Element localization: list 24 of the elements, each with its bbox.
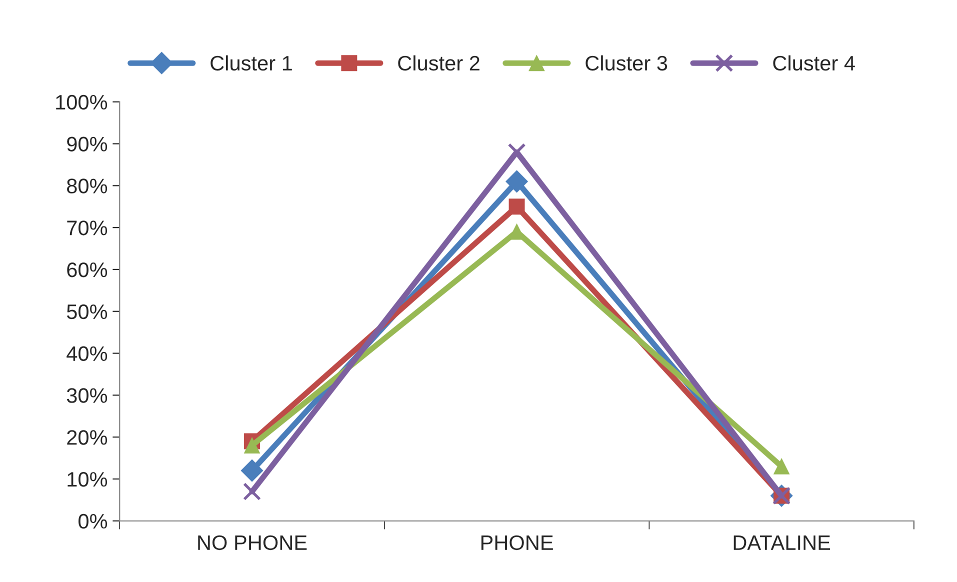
point xyxy=(244,437,260,454)
point xyxy=(508,198,525,215)
point xyxy=(242,482,262,501)
y-tick-label: 50% xyxy=(66,304,108,320)
y-tick-label: 30% xyxy=(66,388,108,403)
point xyxy=(240,459,264,482)
point xyxy=(774,458,790,474)
legend-label: Cluster 4 xyxy=(773,55,855,71)
y-tick-label: 70% xyxy=(67,220,108,236)
x-tick-label: PHONE xyxy=(481,535,553,550)
y-tick-label: 90% xyxy=(67,136,108,152)
y-tick-label: 40% xyxy=(66,346,108,362)
y-tick-label: 60% xyxy=(67,262,108,278)
y-tick-label: 10% xyxy=(68,472,108,487)
legend-label: Cluster 2 xyxy=(398,55,480,71)
point xyxy=(506,170,528,193)
x-tick-label: NO PHONE xyxy=(198,535,307,550)
y-tick-label: 80% xyxy=(67,178,108,194)
y-tick-label: 0% xyxy=(78,514,108,529)
legend-label: Cluster 1 xyxy=(210,55,292,71)
legend-label: Cluster 3 xyxy=(586,55,668,71)
x-tick-label: DATALINE xyxy=(734,536,830,550)
y-tick-label: 100% xyxy=(56,94,108,110)
y-tick-label: 20% xyxy=(67,430,108,445)
